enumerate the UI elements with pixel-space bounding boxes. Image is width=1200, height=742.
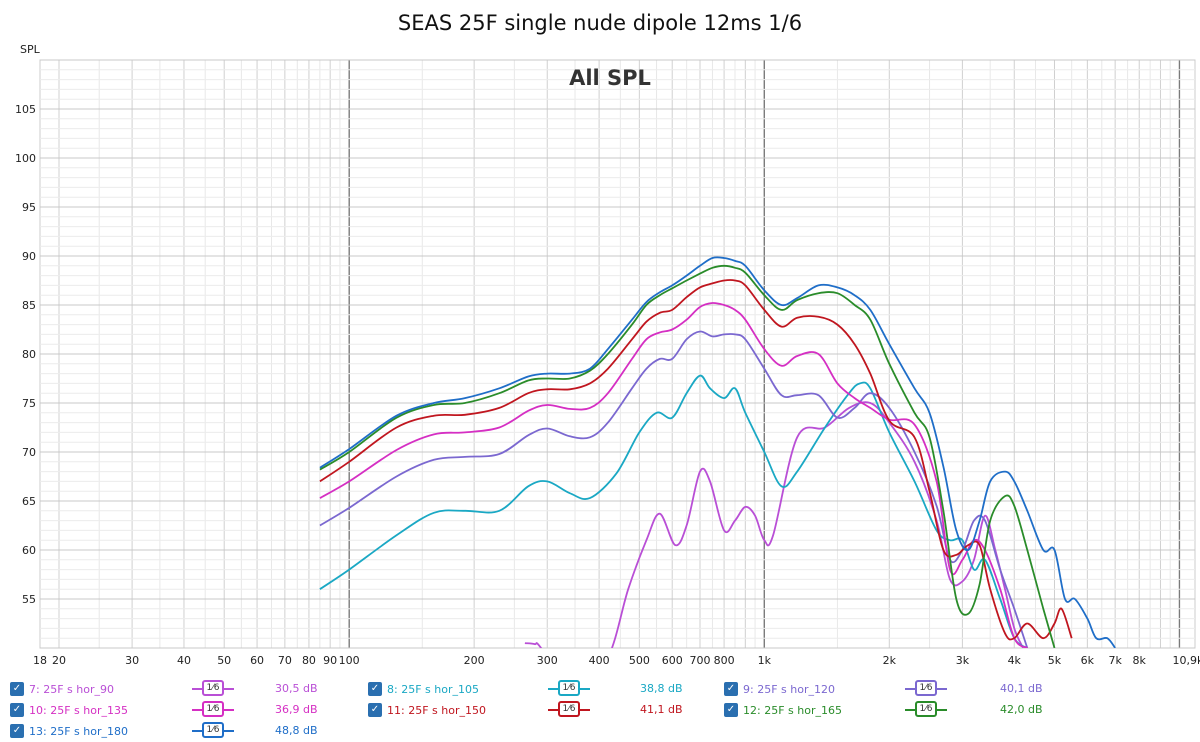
smoothing-label: 1⁄6 — [558, 680, 580, 696]
smoothing-button[interactable]: 1⁄6 — [192, 721, 234, 741]
smoothing-label: 1⁄6 — [915, 680, 937, 696]
smoothing-button[interactable]: 1⁄6 — [548, 679, 590, 699]
legend-label: 9: 25F s hor_120 — [743, 682, 835, 696]
legend-item[interactable]: ✓ 8: 25F s hor_105 — [368, 679, 479, 699]
smoothing-button[interactable]: 1⁄6 — [905, 679, 947, 699]
checkbox-icon[interactable]: ✓ — [368, 703, 382, 717]
series-lines — [319, 256, 1116, 648]
y-tick-label: 85 — [22, 299, 36, 312]
checkbox-icon[interactable]: ✓ — [724, 703, 738, 717]
x-tick-label: 40 — [177, 654, 191, 667]
checkbox-icon[interactable]: ✓ — [368, 682, 382, 696]
legend-item[interactable]: ✓ 11: 25F s hor_150 — [368, 700, 486, 720]
legend-item[interactable]: ✓ 12: 25F s hor_165 — [724, 700, 842, 720]
y-tick-label: 60 — [22, 544, 36, 557]
legend-value: 42,0 dB — [1000, 703, 1043, 716]
x-tick-label: 3k — [956, 654, 970, 667]
smoothing-label: 1⁄6 — [558, 701, 580, 717]
x-tick-label: 10,9kHz — [1173, 654, 1200, 667]
chart-title: SEAS 25F single nude dipole 12ms 1/6 — [398, 11, 802, 35]
y-tick-label: 70 — [22, 446, 36, 459]
x-tick-label: 50 — [217, 654, 231, 667]
legend: ✓ 7: 25F s hor_90 1⁄6 30,5 dB ✓ 8: 25F s hor_… — [0, 676, 1200, 742]
tick-labels: 55 60 65 70 75 80 85 90 95 100 105 18 20 30 40 50 60 70 80… — [15, 103, 1200, 667]
x-tick-label: 700 — [690, 654, 711, 667]
x-tick-label: 70 — [278, 654, 292, 667]
smoothing-button[interactable]: 1⁄6 — [548, 700, 590, 720]
y-tick-label: 105 — [15, 103, 36, 116]
smoothing-button[interactable]: 1⁄6 — [905, 700, 947, 720]
legend-label: 13: 25F s hor_180 — [29, 724, 128, 738]
smoothing-label: 1⁄6 — [202, 722, 224, 738]
smoothing-label: 1⁄6 — [915, 701, 937, 717]
legend-label: 12: 25F s hor_165 — [743, 703, 842, 717]
chart: SEAS 25F single nude dipole 12ms 1/6 SPL… — [15, 11, 1200, 667]
x-tick-label: 7k — [1108, 654, 1122, 667]
y-tick-label: 90 — [22, 250, 36, 263]
x-tick-label: 5k — [1048, 654, 1062, 667]
legend-label: 7: 25F s hor_90 — [29, 682, 114, 696]
y-tick-label: 95 — [22, 201, 36, 214]
legend-label: 10: 25F s hor_135 — [29, 703, 128, 717]
legend-label: 11: 25F s hor_150 — [387, 703, 486, 717]
y-axis-label: SPL — [20, 43, 41, 56]
smoothing-label: 1⁄6 — [202, 680, 224, 696]
checkbox-icon[interactable]: ✓ — [10, 682, 24, 696]
legend-item[interactable]: ✓ 13: 25F s hor_180 — [10, 721, 128, 741]
legend-value: 41,1 dB — [640, 703, 683, 716]
smoothing-button[interactable]: 1⁄6 — [192, 679, 234, 699]
series-line-12 — [319, 264, 1056, 648]
y-tick-label: 55 — [22, 593, 36, 606]
series-line-8 — [319, 374, 1028, 648]
x-tick-label: 600 — [662, 654, 683, 667]
x-tick-label: 20 — [52, 654, 66, 667]
x-tick-label: 60 — [250, 654, 264, 667]
x-tick-label: 80 — [302, 654, 316, 667]
x-tick-label: 300 — [537, 654, 558, 667]
x-tick-label: 8k — [1133, 654, 1147, 667]
series-line-10 — [319, 302, 1028, 648]
legend-item[interactable]: ✓ 7: 25F s hor_90 — [10, 679, 114, 699]
legend-item[interactable]: ✓ 10: 25F s hor_135 — [10, 700, 128, 720]
chart-subtitle: All SPL — [569, 66, 651, 90]
series-line-13 — [319, 256, 1116, 648]
x-tick-label: 200 — [464, 654, 485, 667]
legend-item[interactable]: ✓ 9: 25F s hor_120 — [724, 679, 835, 699]
legend-value: 36,9 dB — [275, 703, 318, 716]
series-line-7 — [524, 401, 1024, 648]
x-tick-label: 500 — [629, 654, 650, 667]
y-tick-label: 100 — [15, 152, 36, 165]
legend-value: 48,8 dB — [275, 724, 318, 737]
x-tick-label: 18 — [33, 654, 47, 667]
smoothing-button[interactable]: 1⁄6 — [192, 700, 234, 720]
x-tick-label: 6k — [1081, 654, 1095, 667]
x-tick-label: 2k — [883, 654, 897, 667]
y-tick-label: 75 — [22, 397, 36, 410]
legend-label: 8: 25F s hor_105 — [387, 682, 479, 696]
y-tick-label: 80 — [22, 348, 36, 361]
legend-value: 30,5 dB — [275, 682, 318, 695]
x-tick-label: 4k — [1008, 654, 1022, 667]
x-tick-label: 400 — [589, 654, 610, 667]
checkbox-icon[interactable]: ✓ — [10, 703, 24, 717]
x-tick-label: 30 — [125, 654, 139, 667]
smoothing-label: 1⁄6 — [202, 701, 224, 717]
x-tick-label: 800 — [714, 654, 735, 667]
x-tick-label: 100 — [339, 654, 360, 667]
x-tick-label: 90 — [323, 654, 337, 667]
x-tick-label: 1k — [758, 654, 772, 667]
grid — [40, 59, 1195, 649]
series-line-11 — [319, 279, 1073, 641]
checkbox-icon[interactable]: ✓ — [10, 724, 24, 738]
legend-value: 38,8 dB — [640, 682, 683, 695]
legend-value: 40,1 dB — [1000, 682, 1043, 695]
checkbox-icon[interactable]: ✓ — [724, 682, 738, 696]
y-tick-label: 65 — [22, 495, 36, 508]
